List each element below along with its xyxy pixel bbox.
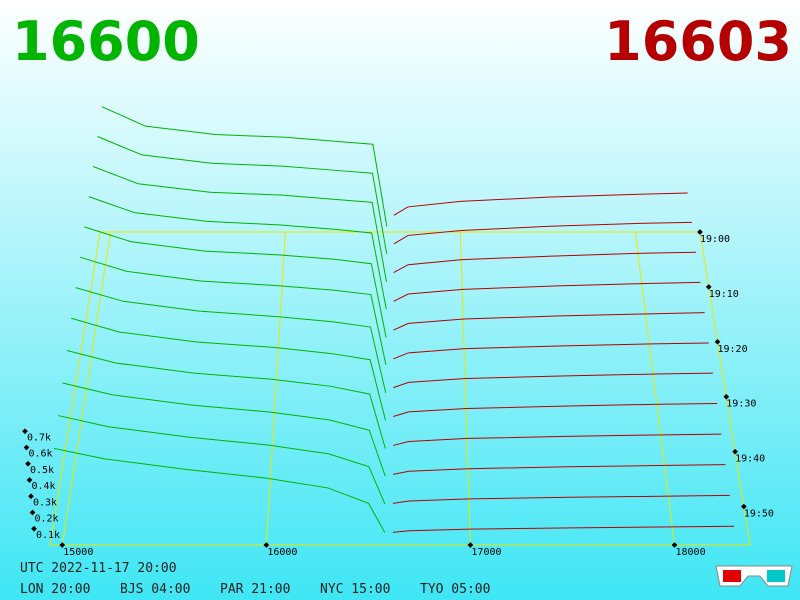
ask-depth-line: [392, 494, 730, 504]
bid-depth-line: [101, 106, 388, 227]
ask-depth-line: [392, 525, 735, 533]
bid-price: 16600: [12, 10, 200, 73]
x-tick: [671, 542, 678, 548]
z-tick-label: 19:10: [709, 289, 739, 300]
bid-depth-line: [84, 226, 387, 338]
y-tick-label: 0.7k: [27, 432, 51, 443]
y-tick: [22, 428, 28, 435]
grid-line: [459, 231, 471, 546]
time-zone: TYO 05:00: [420, 582, 490, 597]
grid-line: [265, 231, 286, 546]
bid-depth-line: [62, 382, 386, 477]
x-tick: [59, 542, 66, 548]
time-zone: LON 20:00: [20, 582, 90, 597]
bid-depth-line: [88, 196, 387, 310]
time-zones: LON 20:00 BJS 04:00 PAR 21:00 NYC 15:00 TYO …: [20, 582, 490, 597]
grid-line: [634, 231, 675, 546]
ask-depth-line: [393, 251, 697, 274]
z-tick-label: 19:30: [726, 399, 756, 410]
ask-depth-line: [393, 221, 692, 245]
ask-depth-line: [393, 433, 722, 446]
y-tick: [25, 460, 31, 467]
y-tick-label: 0.1k: [36, 530, 60, 541]
y-tick-label: 0.3k: [33, 497, 57, 508]
y-tick: [29, 509, 36, 516]
z-tick: [714, 338, 721, 345]
bid-depth-line: [71, 317, 387, 421]
time-zone: NYC 15:00: [320, 582, 390, 597]
ask-depth-line: [393, 312, 705, 331]
y-tick: [26, 477, 33, 483]
z-tick-label: 19:00: [700, 234, 730, 245]
y-tick: [31, 525, 37, 532]
y-tick-label: 0.4k: [32, 481, 56, 492]
ask-depth-line: [393, 342, 709, 360]
y-tick: [23, 444, 30, 451]
x-tick-label: 16000: [267, 547, 297, 558]
ask-depth-line: [393, 192, 688, 216]
x-tick-label: 18000: [675, 547, 705, 558]
x-tick-label: 17000: [471, 547, 501, 558]
timestamp: UTC 2022-11-17 20:00: [20, 561, 177, 576]
y-tick-label: 0.2k: [35, 514, 59, 525]
bid-depth-line: [92, 166, 387, 282]
time-zone: PAR 21:00: [220, 582, 290, 597]
z-tick: [741, 503, 747, 510]
bid-depth-line: [79, 256, 387, 365]
x-tick-label: 15000: [63, 547, 93, 558]
y-tick-label: 0.5k: [30, 465, 54, 476]
z-tick: [697, 229, 703, 235]
red-lens: [723, 570, 741, 582]
ask-price: 16603: [604, 10, 792, 73]
ask-depth-line: [393, 281, 701, 302]
z-tick: [705, 284, 712, 290]
z-tick-label: 19:40: [735, 454, 765, 465]
x-tick: [467, 542, 474, 548]
bid-depth-line: [97, 136, 388, 254]
plot: 15000 16000 17000 18000 0.1k 0.2k 0.3k 0.4k 0.5k…: [22, 106, 774, 558]
ask-depth-line: [393, 372, 713, 389]
cyan-lens: [767, 570, 785, 582]
bid-depth-line: [53, 447, 386, 533]
z-tick-label: 19:20: [718, 344, 748, 355]
bid-depth-line: [75, 287, 387, 394]
3d-glasses-icon[interactable]: [715, 565, 793, 587]
ask-depth-line: [393, 402, 718, 417]
y-tick-label: 0.6k: [29, 449, 53, 460]
bid-depth-line: [66, 350, 386, 449]
z-tick: [723, 393, 730, 400]
z-tick-label: 19:50: [744, 509, 774, 520]
z-tick: [732, 448, 738, 455]
ask-depth-line: [392, 464, 726, 475]
bid-depth-line: [58, 415, 386, 505]
x-tick: [263, 542, 270, 548]
time-zone: BJS 04:00: [120, 582, 190, 597]
